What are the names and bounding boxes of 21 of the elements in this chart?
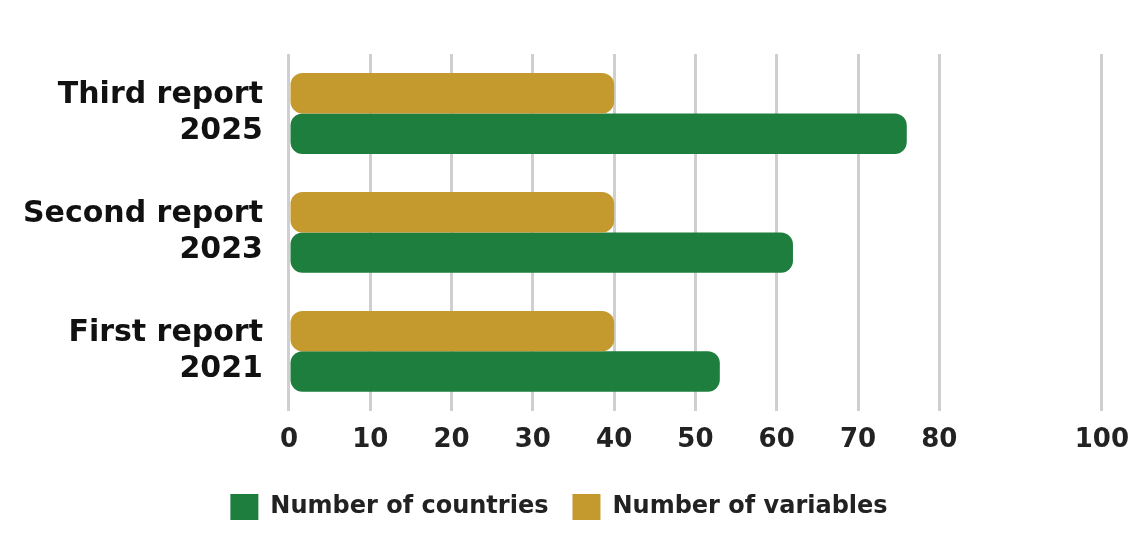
x-tick-label: 100	[1074, 423, 1129, 454]
y-tick-label: Third report 2025	[57, 75, 263, 147]
bar	[290, 232, 793, 273]
x-tick-label: 80	[921, 423, 958, 454]
x-tick-label: 70	[839, 423, 877, 454]
x-tick-label: 30	[514, 423, 551, 454]
y-tick-label: First report 2021	[68, 313, 263, 385]
x-tick-label: 10	[352, 423, 389, 454]
bar	[290, 351, 720, 392]
bar	[290, 73, 615, 114]
bar	[290, 191, 615, 233]
x-tick-label: 60	[758, 423, 795, 454]
x-tick-label: 0	[279, 423, 299, 454]
legend-label: Number of countries	[270, 491, 549, 520]
bar	[290, 310, 615, 352]
legend-label: Number of variables	[612, 491, 888, 520]
bar	[290, 113, 907, 154]
x-tick-label: 40	[596, 423, 633, 454]
x-tick-label: 50	[677, 423, 714, 454]
x-tick-label: 20	[433, 423, 470, 454]
y-tick-label: Second report 2023	[22, 194, 263, 266]
